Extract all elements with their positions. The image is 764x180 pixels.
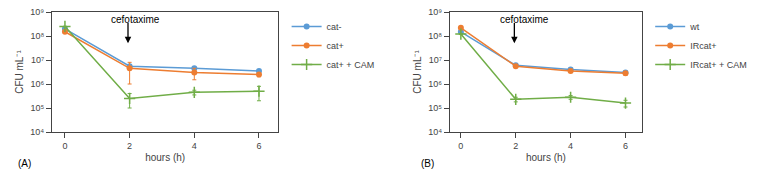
svg-text:10⁶: 10⁶: [428, 79, 442, 89]
svg-text:cat+: cat+: [327, 41, 344, 51]
svg-text:cat-: cat-: [327, 22, 342, 32]
svg-text:IRcat+ + CAM: IRcat+ + CAM: [690, 60, 747, 70]
svg-text:(A): (A): [18, 158, 31, 169]
svg-text:(B): (B): [421, 158, 434, 169]
svg-text:cefotaxime: cefotaxime: [111, 14, 160, 25]
svg-text:hours (h): hours (h): [145, 152, 185, 163]
svg-text:4: 4: [192, 141, 197, 151]
svg-text:IRcat+: IRcat+: [690, 41, 716, 51]
svg-text:10⁹: 10⁹: [30, 7, 44, 17]
svg-text:CFU mL⁻¹: CFU mL⁻¹: [412, 50, 423, 94]
svg-text:cat+ + CAM: cat+ + CAM: [327, 60, 375, 70]
svg-text:10⁸: 10⁸: [428, 31, 442, 41]
svg-text:10⁶: 10⁶: [30, 79, 44, 89]
svg-text:wt: wt: [689, 22, 699, 32]
svg-text:4: 4: [568, 141, 573, 151]
svg-text:10⁸: 10⁸: [30, 31, 44, 41]
svg-text:2: 2: [513, 141, 518, 151]
svg-text:10⁷: 10⁷: [31, 55, 44, 65]
svg-text:CFU mL⁻¹: CFU mL⁻¹: [14, 50, 25, 94]
svg-text:10⁵: 10⁵: [428, 103, 442, 113]
svg-text:10⁴: 10⁴: [30, 127, 44, 137]
svg-text:10⁹: 10⁹: [428, 7, 442, 17]
svg-text:10⁷: 10⁷: [429, 55, 442, 65]
svg-text:hours (h): hours (h): [526, 152, 566, 163]
svg-text:6: 6: [623, 141, 628, 151]
svg-text:0: 0: [458, 141, 463, 151]
svg-text:cefotaxime: cefotaxime: [500, 14, 549, 25]
svg-text:10⁴: 10⁴: [428, 127, 442, 137]
svg-text:0: 0: [62, 141, 67, 151]
svg-text:10⁵: 10⁵: [30, 103, 44, 113]
svg-text:6: 6: [256, 141, 261, 151]
svg-text:2: 2: [127, 141, 132, 151]
